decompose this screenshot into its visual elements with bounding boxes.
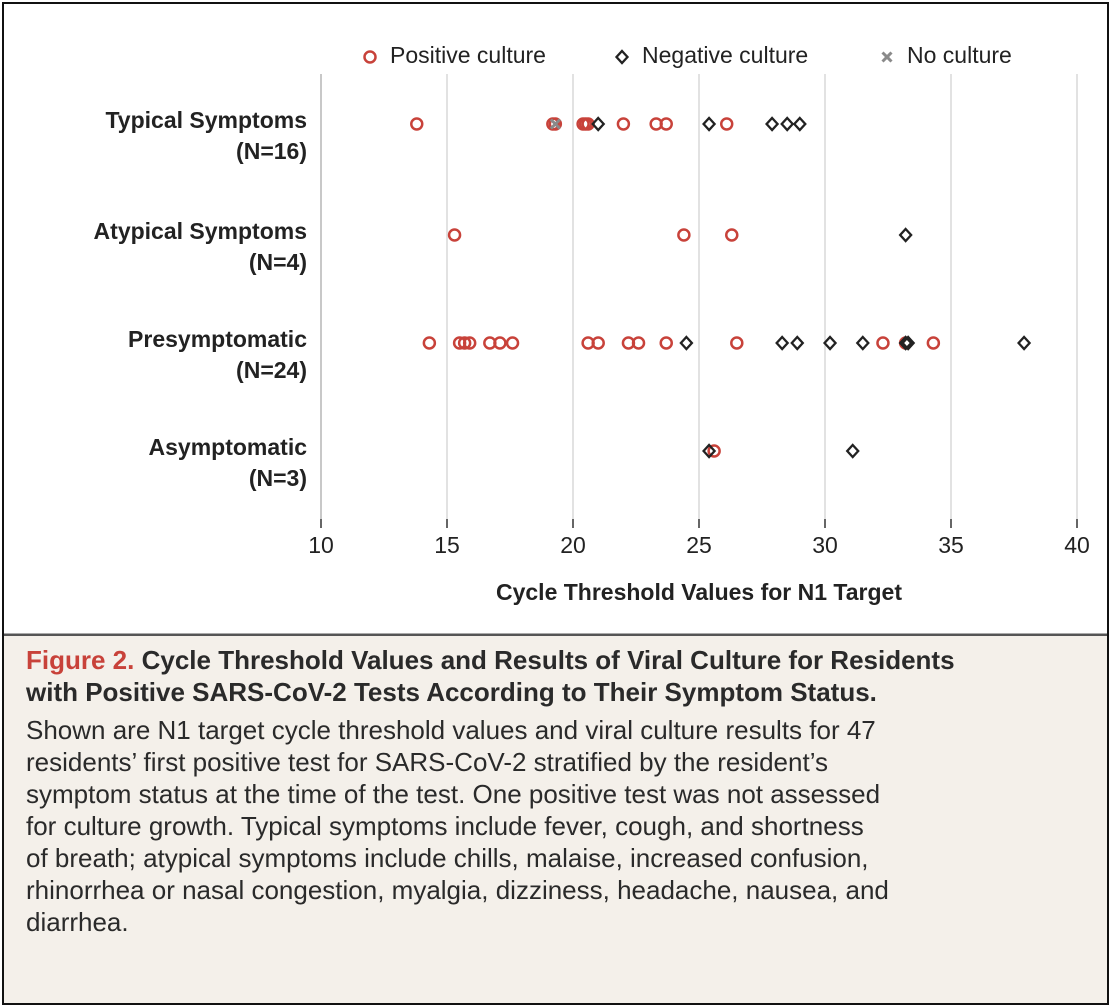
point <box>792 116 807 132</box>
point <box>457 336 472 350</box>
point <box>631 336 646 350</box>
category-label: (N=3) <box>249 465 307 491</box>
category-label: (N=16) <box>236 138 307 164</box>
point <box>591 116 606 132</box>
category-label: Asymptomatic <box>149 434 308 460</box>
point <box>876 336 890 350</box>
point <box>505 336 520 350</box>
caption-line: for culture growth. Typical symptoms inc… <box>26 811 864 841</box>
category-label: Atypical Symptoms <box>94 218 307 244</box>
category-label: (N=4) <box>249 249 307 275</box>
legend-label: Positive culture <box>390 42 546 68</box>
caption-line: rhinorrhea or nasal congestion, myalgia,… <box>26 875 889 905</box>
point <box>765 116 780 132</box>
point <box>707 444 721 458</box>
point <box>730 336 744 350</box>
x-tick-label: 15 <box>434 532 460 558</box>
point <box>898 335 913 351</box>
point-stroke <box>549 118 561 130</box>
point <box>702 443 717 459</box>
point <box>845 443 860 459</box>
point <box>719 117 734 131</box>
point <box>549 118 561 130</box>
point <box>898 227 913 243</box>
caption-line: of breath; atypical symptoms include chi… <box>26 843 869 873</box>
point-stroke <box>881 51 893 63</box>
x-tick-label: 30 <box>812 532 838 558</box>
caption-title: Cycle Threshold Values and Results of Vi… <box>141 645 955 675</box>
legend-marker <box>363 50 377 64</box>
legend-label: Negative culture <box>642 42 808 68</box>
point <box>855 335 870 351</box>
caption-line: symptom status at the time of the test. … <box>26 779 881 809</box>
caption-line: diarrhea. <box>26 907 129 937</box>
point <box>591 336 605 350</box>
legend-label: No culture <box>907 42 1012 68</box>
category-label: Presymptomatic <box>128 326 307 352</box>
point <box>548 117 563 131</box>
x-tick-label: 10 <box>308 532 334 558</box>
caption-text: Shown are N1 target cycle threshold valu… <box>26 714 1101 938</box>
point <box>725 228 739 242</box>
x-tick-label: 20 <box>560 532 586 558</box>
x-tick-label: 25 <box>686 532 712 558</box>
point <box>616 117 631 131</box>
chart: Cycle Threshold Values for N1 Target 10 1… <box>4 4 1107 636</box>
point <box>659 117 673 131</box>
point <box>447 228 462 242</box>
point <box>410 117 424 131</box>
legend-item: Positive culture <box>363 42 546 68</box>
point <box>780 116 795 132</box>
category-label: Typical Symptoms <box>105 107 307 133</box>
point <box>822 335 838 351</box>
point <box>702 116 717 132</box>
legend-marker <box>881 51 893 63</box>
point <box>493 336 507 350</box>
point <box>790 335 805 351</box>
legend-item: No culture <box>881 42 1012 68</box>
point <box>1017 335 1032 351</box>
point <box>926 336 941 350</box>
caption: Figure 2. Cycle Threshold Values and Res… <box>26 644 1101 938</box>
point <box>659 336 673 350</box>
point <box>775 335 790 351</box>
x-axis-title: Cycle Threshold Values for N1 Target <box>496 579 902 605</box>
point <box>677 228 691 242</box>
caption-line: Shown are N1 target cycle threshold valu… <box>26 715 876 745</box>
legend-item: Negative culture <box>614 42 808 68</box>
figure-label: Figure 2. <box>26 645 135 675</box>
caption-title-line: Figure 2. Cycle Threshold Values and Res… <box>26 644 1101 676</box>
legend-marker <box>614 49 630 65</box>
caption-line: residents’ first positive test for SARS-… <box>26 747 829 777</box>
category-label: (N=24) <box>236 357 307 383</box>
point <box>422 336 437 350</box>
point <box>901 335 916 351</box>
point <box>679 335 694 351</box>
x-tick-label: 40 <box>1064 532 1090 558</box>
point <box>462 336 477 350</box>
x-tick-label: 35 <box>938 532 964 558</box>
caption-title: with Positive SARS-CoV-2 Tests According… <box>26 677 877 707</box>
